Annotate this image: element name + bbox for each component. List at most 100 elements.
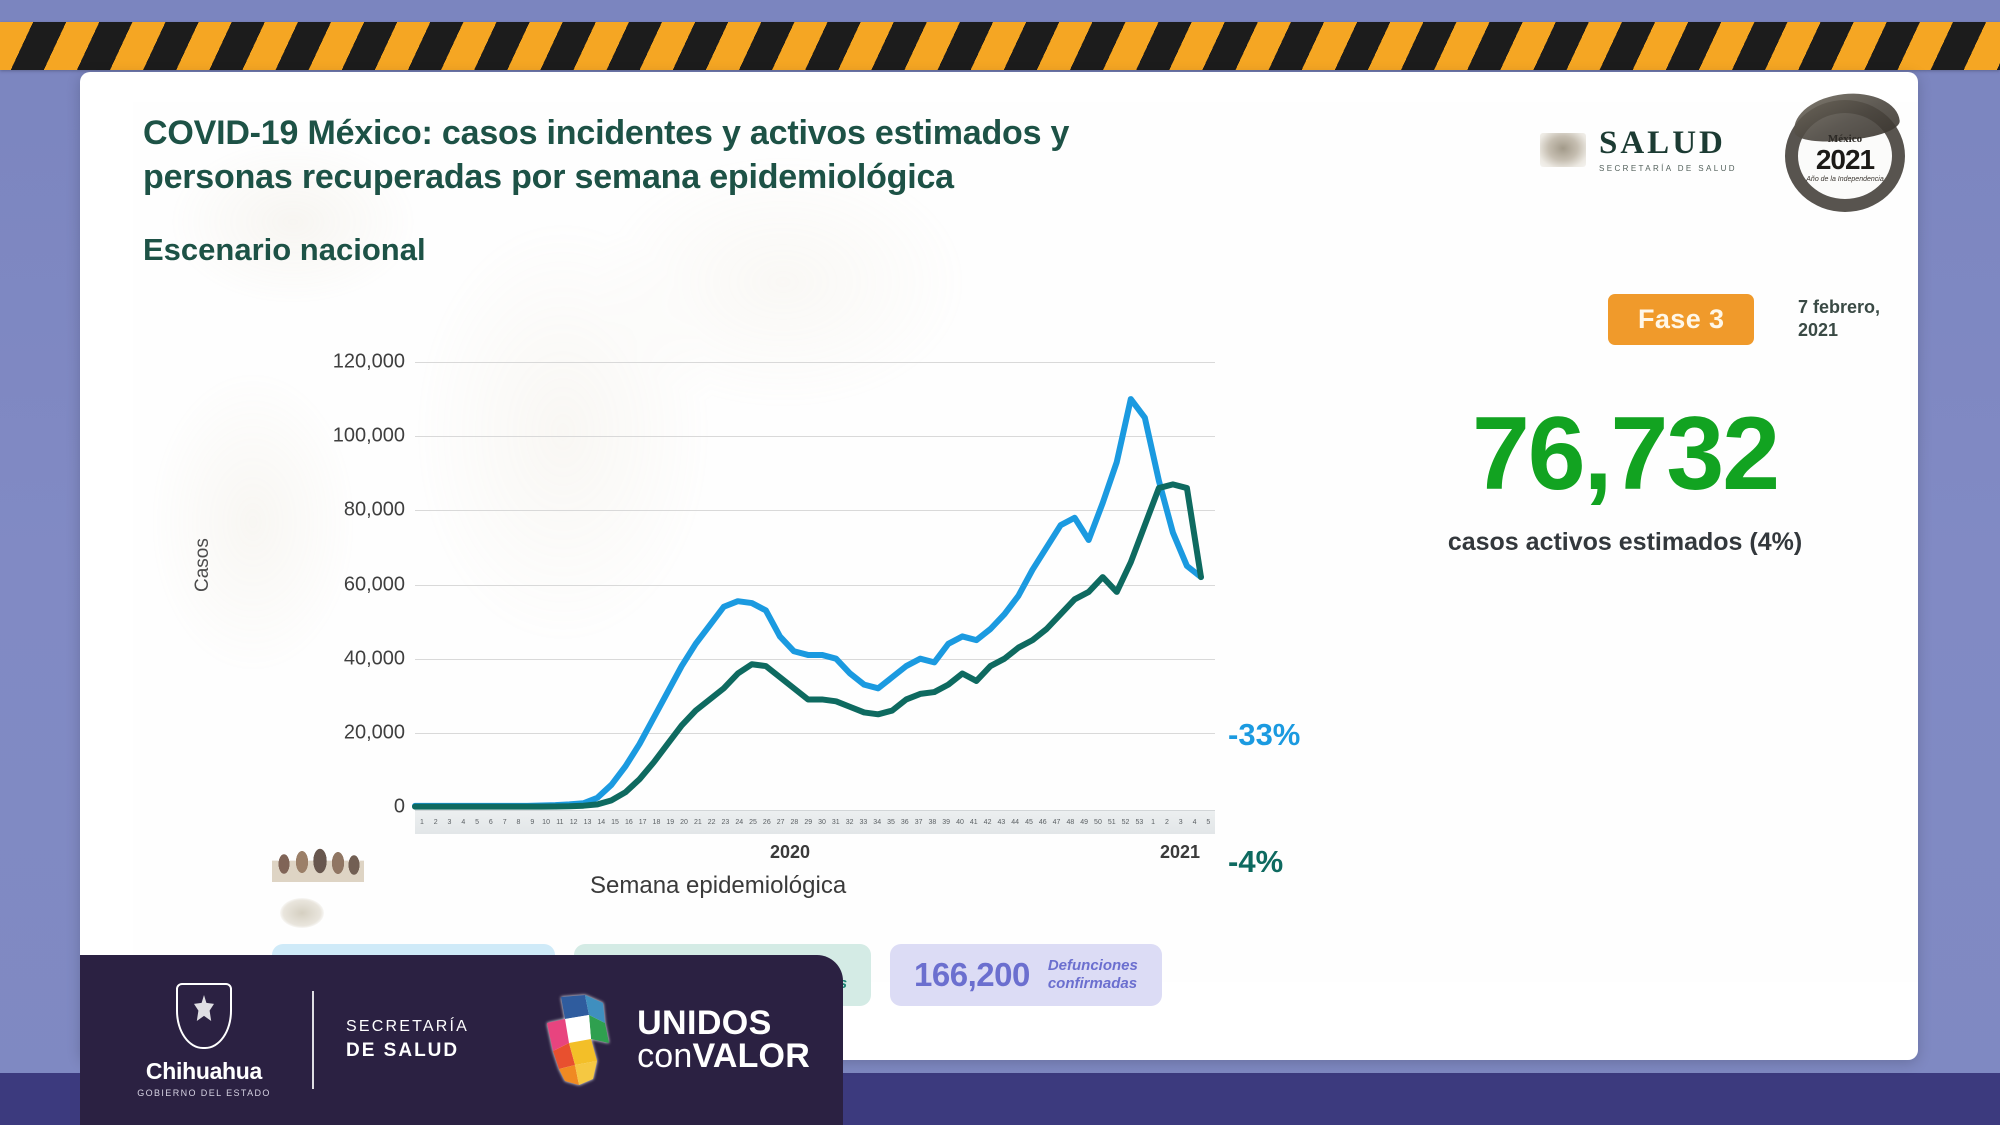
chart-x-tick: 32 bbox=[845, 819, 854, 826]
chart-x-tick: 46 bbox=[1038, 819, 1047, 826]
chart-x-tick: 7 bbox=[502, 819, 507, 826]
stat-caption: Defunciones confirmadas bbox=[1048, 957, 1138, 993]
chart-x-tick: 12 bbox=[569, 819, 578, 826]
chart-x-tick: 44 bbox=[1011, 819, 1020, 826]
chart-x-tick: 39 bbox=[942, 819, 951, 826]
chart-x-tick: 35 bbox=[887, 819, 895, 826]
chart-x-tick: 18 bbox=[652, 819, 661, 826]
chart-x-tick: 9 bbox=[530, 819, 535, 826]
chart-series-svg bbox=[412, 396, 1204, 810]
chihuahua-shield-icon bbox=[176, 982, 232, 1049]
chart-plot-area bbox=[412, 362, 1215, 810]
chart-x-tick: 6 bbox=[488, 819, 493, 826]
chart-x-tick: 33 bbox=[859, 819, 868, 826]
chart-x-tick: 21 bbox=[693, 819, 702, 826]
unidos-line-1: UNIDOS bbox=[637, 1003, 772, 1042]
chart-y-tick: 0 bbox=[393, 795, 405, 818]
chart-x-tick: 50 bbox=[1094, 819, 1102, 826]
chart-gridline bbox=[415, 362, 1215, 363]
chart-x-axis-label: Semana epidemiológica bbox=[590, 872, 847, 899]
chart-x-tick: 49 bbox=[1080, 819, 1089, 826]
chart-x-tick: 17 bbox=[638, 819, 647, 826]
chart-x-tick: 26 bbox=[762, 819, 771, 826]
chart-gridline bbox=[415, 436, 1215, 438]
chart-x-tick: 4 bbox=[461, 819, 466, 826]
chart-x-tick: 28 bbox=[790, 819, 799, 826]
chart-x-tick: 52 bbox=[1121, 819, 1130, 826]
decorative-seal-icon bbox=[280, 898, 324, 928]
chart-x-tick: 29 bbox=[804, 819, 813, 826]
chart-x-tick: 34 bbox=[873, 819, 882, 826]
chart-y-tick: 100,000 bbox=[332, 424, 405, 447]
chart-x-tick: 11 bbox=[556, 819, 564, 826]
kpi-caption: casos activos estimados (4%) bbox=[1447, 528, 1803, 556]
secretaria-de-salud-label: SECRETARÍA DE SALUD bbox=[346, 1016, 469, 1063]
page-subtitle: Escenario nacional bbox=[143, 232, 426, 267]
chart-x-tick: 20 bbox=[680, 819, 688, 826]
chart-x-tick: 47 bbox=[1052, 819, 1061, 826]
chart-x-tick: 8 bbox=[516, 819, 521, 826]
chart-x-axis-strip: 1 2 3 4 5 6 7 8 9 10 11 12 13 14 15 16 17 18 19 20 21 22 23 24 2… bbox=[415, 810, 1215, 834]
stat-box-defunciones: 166,200 Defunciones confirmadas bbox=[890, 944, 1162, 1006]
unidos-line-2: conVALOR bbox=[637, 1037, 810, 1075]
chart-x-tick: 41 bbox=[969, 819, 978, 826]
badge-mexico-word: México bbox=[1827, 133, 1863, 145]
secretaria-line-2: DE SALUD bbox=[346, 1039, 460, 1061]
chart-x-tick: 30 bbox=[818, 819, 826, 826]
chart-x-tick: 1 bbox=[419, 819, 424, 826]
chart-x-tick: 15 bbox=[611, 819, 619, 826]
chart-year-label-2021: 2021 bbox=[1160, 842, 1201, 862]
chart-series-line bbox=[412, 481, 1204, 810]
title-line-1: COVID-19 México: casos incidentes y acti… bbox=[143, 114, 1070, 152]
chart-x-tick: 36 bbox=[900, 819, 909, 826]
date-line-2: 2021 bbox=[1798, 319, 1839, 340]
chart-x-tick: 51 bbox=[1107, 819, 1116, 826]
salud-logo-sub: SECRETARÍA DE SALUD bbox=[1599, 164, 1737, 173]
hazard-stripe-tape bbox=[0, 22, 2000, 70]
report-date: 7 febrero, 2021 bbox=[1798, 296, 1880, 341]
chart-gridline bbox=[415, 658, 1215, 660]
unidos-wordmark: UNIDOS conVALOR bbox=[637, 1003, 810, 1075]
chihuahua-subtitle: GOBIERNO DEL ESTADO bbox=[137, 1087, 271, 1098]
epidemic-curve-chart: Casos 0 20,000 40,000 60,000 80,000 100,000 12… bbox=[192, 351, 1300, 902]
chart-x-tick: 22 bbox=[707, 819, 716, 826]
unidos-valor: VALOR bbox=[692, 1037, 810, 1075]
chart-x-tick: 14 bbox=[597, 819, 606, 826]
chart-x-tick: 40 bbox=[956, 819, 964, 826]
badge-text: México 2021 Año de la Independencia bbox=[1785, 133, 1905, 184]
chart-x-tick: 2 bbox=[1164, 819, 1169, 826]
stat-value: 166,200 bbox=[914, 956, 1030, 993]
date-line-1: 7 febrero, bbox=[1798, 297, 1881, 317]
fase-badge: Fase 3 bbox=[1608, 294, 1755, 345]
chart-x-tick: 23 bbox=[721, 819, 730, 826]
chart-gridline bbox=[415, 584, 1215, 586]
chart-y-tick: 20,000 bbox=[343, 721, 405, 744]
chart-x-tick: 24 bbox=[735, 819, 744, 826]
unidos-con-valor-logo: UNIDOS conVALOR bbox=[535, 993, 810, 1087]
footer-banner: Chihuahua GOBIERNO DEL ESTADO SECRETARÍA… bbox=[80, 955, 843, 1125]
stat-caption-line-2: confirmadas bbox=[1047, 975, 1138, 992]
page-title: COVID-19 México: casos incidentes y acti… bbox=[143, 112, 1383, 199]
chart-x-tick: 43 bbox=[997, 819, 1006, 826]
chart-x-tick: 48 bbox=[1066, 819, 1075, 826]
mexican-eagle-seal-icon bbox=[1540, 133, 1586, 167]
kpi-number: 76,732 bbox=[1471, 396, 1780, 512]
chart-x-tick: 5 bbox=[475, 819, 480, 826]
salud-logo: SALUD SECRETARÍA DE SALUD bbox=[1540, 127, 1737, 173]
chart-year-label-2020: 2020 bbox=[770, 842, 811, 862]
chihuahua-map-icon bbox=[535, 993, 621, 1087]
footer-divider bbox=[312, 991, 314, 1089]
chihuahua-name: Chihuahua bbox=[145, 1057, 263, 1084]
annotation-cases-pct: -33% bbox=[1228, 717, 1301, 752]
chart-gridline bbox=[415, 510, 1215, 512]
annotation-recovered-pct: -4% bbox=[1228, 844, 1284, 879]
chart-x-tick: 13 bbox=[583, 819, 592, 826]
chart-x-tick: 53 bbox=[1135, 819, 1144, 826]
chart-x-tick: 10 bbox=[542, 819, 550, 826]
chart-x-tick: 16 bbox=[624, 819, 633, 826]
historical-figures-illustration bbox=[272, 834, 364, 882]
chart-x-tick: 45 bbox=[1025, 819, 1033, 826]
chart-x-tick: 1 bbox=[1151, 819, 1156, 826]
chart-x-tick: 3 bbox=[447, 819, 452, 826]
title-line-2: personas recuperadas por semana epidemio… bbox=[143, 157, 954, 196]
